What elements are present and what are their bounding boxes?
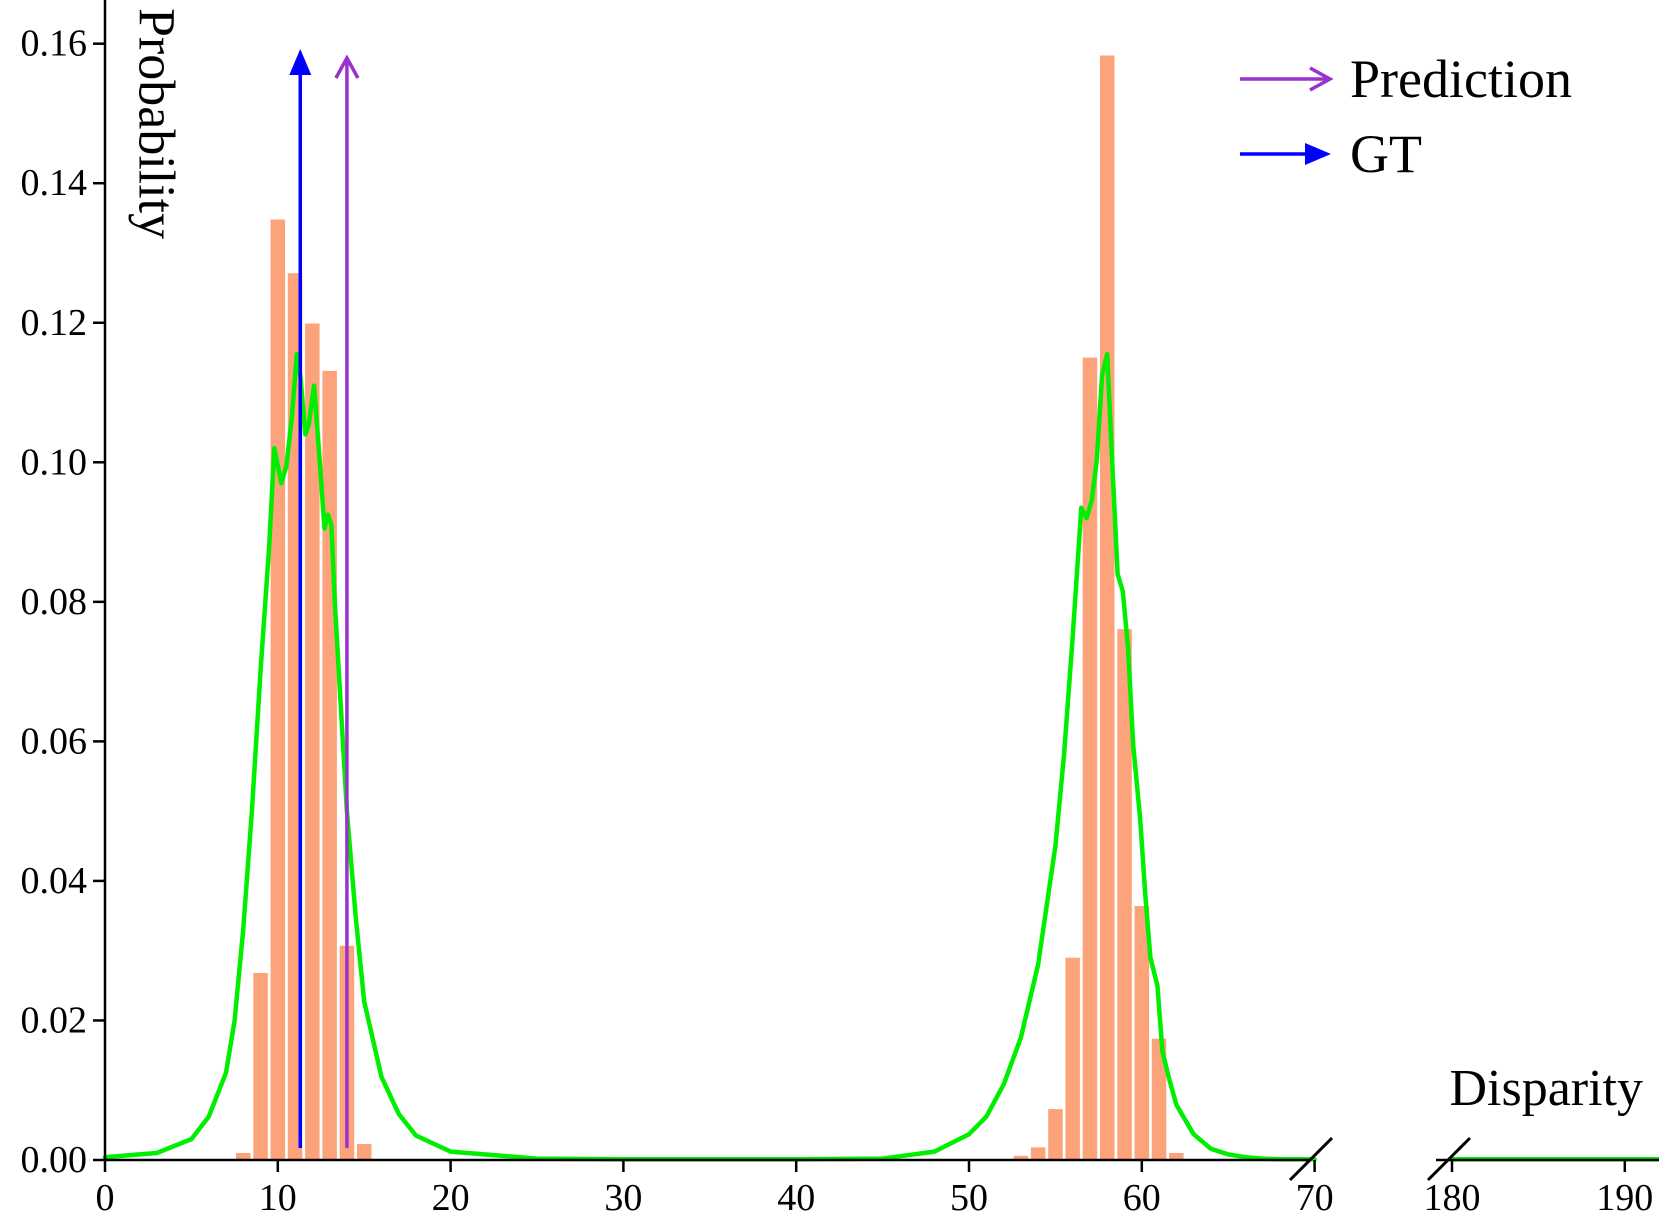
axis-break-mark-left — [1288, 1136, 1334, 1182]
axis-break-mark-right — [1426, 1136, 1472, 1182]
bar-53 — [1013, 1155, 1029, 1160]
x-tick-label: 60 — [1123, 1177, 1161, 1219]
y-tick-label: 0.08 — [21, 581, 88, 623]
x-tick-label: 0 — [96, 1177, 115, 1219]
legend-prediction-label: Prediction — [1350, 49, 1572, 109]
y-tick-label: 0.06 — [21, 720, 88, 762]
x-tick-label: 20 — [432, 1177, 470, 1219]
y-tick-label: 0.14 — [21, 162, 88, 204]
bar-58 — [1100, 55, 1115, 1160]
legend: Prediction GT — [1240, 49, 1572, 184]
x-tick-label: 10 — [259, 1177, 297, 1219]
y-tick-label: 0.04 — [21, 860, 88, 902]
x-tick-label: 70 — [1296, 1177, 1334, 1219]
x-ticks: 0 10 20 30 40 50 60 70 180 190 — [96, 1160, 1653, 1219]
bar-10 — [270, 219, 286, 1160]
curve-left-segment — [102, 351, 1317, 1162]
bar-54 — [1030, 1147, 1046, 1160]
legend-gt-label: GT — [1350, 124, 1422, 184]
y-tick-label: 0.00 — [21, 1139, 88, 1181]
bar-9 — [253, 973, 268, 1160]
arrows — [289, 49, 360, 1148]
axes — [103, 0, 1659, 1182]
y-ticks: 0.00 0.02 0.04 0.06 0.08 0.10 0.12 0.14 0.16 — [21, 23, 105, 1181]
bar-60 — [1134, 906, 1150, 1160]
y-tick-label: 0.16 — [21, 23, 88, 65]
bar-13 — [322, 370, 337, 1160]
y-axis-title: Probability — [128, 8, 185, 239]
x-tick-label: 50 — [950, 1177, 988, 1219]
bar-59 — [1117, 629, 1132, 1160]
bar-12 — [305, 323, 320, 1160]
x-tick-label: 30 — [604, 1177, 642, 1219]
bar-15 — [357, 1144, 372, 1160]
bar-56 — [1065, 957, 1080, 1160]
x-tick-label: 40 — [777, 1177, 815, 1219]
bar-57 — [1082, 357, 1098, 1161]
bar-55 — [1048, 1109, 1063, 1160]
y-tick-label: 0.10 — [21, 441, 88, 483]
x-tick-label: 180 — [1424, 1177, 1481, 1219]
bar-61 — [1151, 1038, 1167, 1160]
y-tick-label: 0.02 — [21, 999, 88, 1041]
bar-62 — [1169, 1153, 1184, 1160]
bar-8 — [236, 1153, 251, 1160]
probability-curve — [102, 351, 1659, 1162]
x-axis-title: Disparity — [1449, 1060, 1643, 1117]
x-tick-label: 190 — [1596, 1177, 1653, 1219]
histogram-bars — [236, 55, 1184, 1161]
y-tick-label: 0.12 — [21, 302, 88, 344]
